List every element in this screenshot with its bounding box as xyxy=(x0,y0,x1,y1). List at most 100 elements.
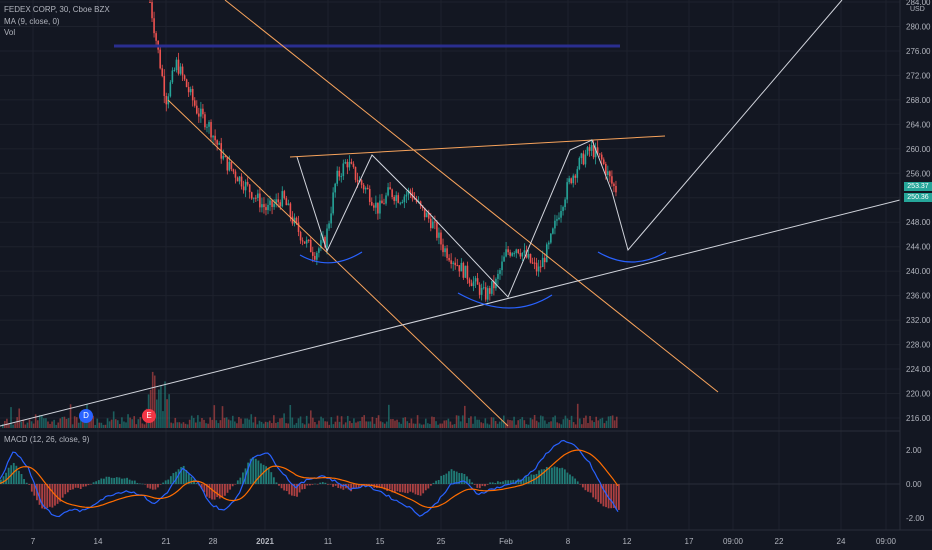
volume-bar xyxy=(248,419,250,428)
right-shoulder-arc[interactable] xyxy=(597,251,667,263)
macd-histogram-bar xyxy=(535,473,538,484)
candle-body xyxy=(527,253,530,258)
volume-bar xyxy=(129,417,131,428)
volume-bar xyxy=(16,417,18,428)
volume-bar xyxy=(474,416,476,428)
macd-histogram-bar xyxy=(486,484,489,485)
macd-histogram-bar xyxy=(347,484,350,490)
macd-histogram-bar xyxy=(450,469,453,484)
volume-bar xyxy=(334,421,337,428)
macd-histogram-bar xyxy=(494,482,497,484)
legend-ma[interactable]: MA (9, close, 0) xyxy=(4,17,60,26)
volume-bar xyxy=(279,418,281,428)
legend-symbol[interactable]: FEDEX CORP, 30, Cboe BZX xyxy=(4,5,110,14)
volume-bar xyxy=(65,418,68,428)
macd-histogram-bar xyxy=(272,477,275,484)
candle-body xyxy=(438,232,440,238)
candle-body xyxy=(470,283,473,287)
candle-body xyxy=(202,108,204,115)
macd-histogram-bar xyxy=(72,484,74,490)
support-trendline[interactable] xyxy=(0,199,901,427)
volume-bar xyxy=(340,416,343,428)
macd-histogram-bar xyxy=(157,484,159,488)
candle-body xyxy=(187,86,190,93)
volume-bar xyxy=(2,424,4,428)
candle-body xyxy=(240,176,243,187)
candle-body xyxy=(299,231,302,241)
macd-histogram-bar xyxy=(121,478,123,484)
volume-bar xyxy=(599,418,602,428)
macd-histogram-bar xyxy=(463,473,466,484)
macd-histogram-bar xyxy=(190,476,193,484)
volume-bar xyxy=(71,424,74,428)
macd-histogram-bar xyxy=(321,482,324,484)
volume-bar xyxy=(112,411,115,428)
candle-body xyxy=(261,204,263,208)
volume-bar xyxy=(268,420,271,428)
macd-histogram-bar xyxy=(412,484,414,493)
volume-bar xyxy=(408,423,411,428)
neckline[interactable] xyxy=(289,135,666,158)
macd-axis[interactable]: 2.00 0.00 -2.00 xyxy=(906,446,925,523)
macd-histogram-bar xyxy=(378,484,381,488)
channel-upper-line[interactable] xyxy=(224,0,719,393)
volume-bar xyxy=(574,424,577,428)
macd-histogram-bar xyxy=(406,484,409,494)
price-tick-label: 232.00 xyxy=(906,316,931,325)
volume-bar xyxy=(180,423,183,428)
candle-body xyxy=(344,161,347,164)
time-axis[interactable]: 7 14 21 28 2021 11 15 25 Feb 8 12 17 09:00 22 24 09:00 xyxy=(31,537,897,546)
macd-histogram-bar xyxy=(133,480,136,484)
volume-bar xyxy=(418,423,421,428)
macd-histogram-bar xyxy=(396,484,399,492)
volume-bar xyxy=(201,418,203,428)
candle-body xyxy=(448,257,450,261)
volume-bar xyxy=(519,419,522,428)
candle-body xyxy=(552,228,554,234)
volume-bar xyxy=(69,404,72,428)
volume-bar xyxy=(100,422,103,428)
legend-vol[interactable]: Vol xyxy=(4,28,16,37)
dividend-event-badge[interactable]: D xyxy=(79,409,93,423)
time-tick-label: 09:00 xyxy=(876,537,897,546)
macd-histogram-bar xyxy=(20,473,23,484)
volume-bar xyxy=(437,424,439,428)
macd-histogram-bar xyxy=(525,476,528,484)
pattern-path[interactable] xyxy=(296,0,843,298)
channel-lower-line[interactable] xyxy=(167,99,509,427)
candle-body xyxy=(373,205,375,208)
macd-histogram-bar xyxy=(82,484,85,487)
macd-histogram-bar xyxy=(507,480,510,484)
candle-body xyxy=(297,222,300,232)
candle-body xyxy=(572,175,575,184)
left-shoulder-arc[interactable] xyxy=(299,251,363,264)
candle-body xyxy=(517,249,520,253)
volume-bar xyxy=(170,422,172,428)
candle-body xyxy=(228,161,231,171)
head-arc[interactable] xyxy=(457,292,553,309)
candle-body xyxy=(521,252,524,257)
volume-bar xyxy=(537,422,540,428)
volume-bar xyxy=(225,417,228,428)
candle-body xyxy=(511,253,513,256)
candle-body xyxy=(165,95,168,105)
candle-body xyxy=(250,192,253,199)
drawings-layer[interactable] xyxy=(0,0,901,427)
candle-body xyxy=(554,220,556,229)
candle-body xyxy=(582,153,585,165)
time-tick-label: Feb xyxy=(499,537,513,546)
macd-histogram-bar xyxy=(427,484,430,489)
macd-histogram-bar xyxy=(484,484,486,487)
candle-body xyxy=(484,287,487,300)
macd-histogram-bar xyxy=(370,484,373,486)
candle-body xyxy=(155,33,157,41)
macd-histogram-bar xyxy=(167,479,170,484)
volume-bar xyxy=(12,424,14,428)
earnings-event-badge[interactable]: E xyxy=(142,409,156,423)
legend-macd[interactable]: MACD (12, 26, close, 9) xyxy=(4,435,90,444)
candle-body xyxy=(244,181,247,191)
ma-price-label: 250.36 xyxy=(904,193,932,202)
volume-bar xyxy=(422,424,425,428)
macd-histogram-bar xyxy=(339,484,342,489)
